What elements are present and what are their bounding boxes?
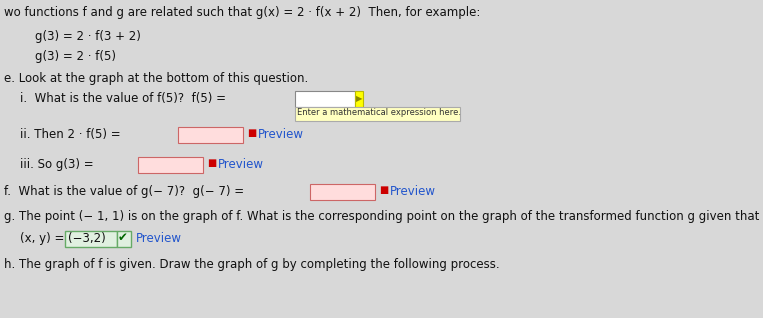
Text: ii. Then 2 · f(5) =: ii. Then 2 · f(5) = bbox=[20, 128, 121, 141]
Text: f.  What is the value of g(− 7)?  g(− 7) =: f. What is the value of g(− 7)? g(− 7) = bbox=[4, 185, 244, 198]
Text: wo functions f and g are related such that g(x) = 2 · f(x + 2)  Then, for exampl: wo functions f and g are related such th… bbox=[4, 6, 481, 19]
Bar bbox=[310, 184, 375, 200]
Text: Preview: Preview bbox=[258, 128, 304, 141]
Text: ✔: ✔ bbox=[118, 231, 128, 244]
Text: g(3) = 2 · f(3 + 2): g(3) = 2 · f(3 + 2) bbox=[35, 30, 141, 43]
Bar bbox=[178, 127, 243, 143]
Text: h. The graph of f is given. Draw the graph of g by completing the following proc: h. The graph of f is given. Draw the gra… bbox=[4, 258, 500, 271]
Text: (x, y) =: (x, y) = bbox=[20, 232, 64, 245]
Bar bbox=[355, 91, 363, 107]
Text: g. The point (− 1, 1) is on the graph of f. What is the corresponding point on t: g. The point (− 1, 1) is on the graph of… bbox=[4, 210, 763, 223]
Text: e. Look at the graph at the bottom of this question.: e. Look at the graph at the bottom of th… bbox=[4, 72, 308, 85]
Text: g(3) = 2 · f(5): g(3) = 2 · f(5) bbox=[35, 50, 116, 63]
Bar bbox=[117, 231, 131, 247]
Text: ■: ■ bbox=[247, 128, 256, 138]
Text: Preview: Preview bbox=[218, 158, 264, 171]
Text: ■: ■ bbox=[207, 158, 216, 168]
Bar bbox=[295, 91, 355, 107]
Text: iii. So g(3) =: iii. So g(3) = bbox=[20, 158, 94, 171]
Text: i.  What is the value of f(5)?  f(5) =: i. What is the value of f(5)? f(5) = bbox=[20, 92, 226, 105]
Text: Enter a mathematical expression here.: Enter a mathematical expression here. bbox=[297, 108, 461, 117]
Text: Preview: Preview bbox=[136, 232, 182, 245]
Bar bbox=[295, 107, 460, 121]
Text: Preview: Preview bbox=[390, 185, 436, 198]
Text: ▶: ▶ bbox=[356, 94, 362, 103]
Bar bbox=[138, 157, 203, 173]
Text: ■: ■ bbox=[379, 185, 388, 195]
Text: (−3,2): (−3,2) bbox=[68, 232, 106, 245]
Bar bbox=[65, 231, 117, 247]
